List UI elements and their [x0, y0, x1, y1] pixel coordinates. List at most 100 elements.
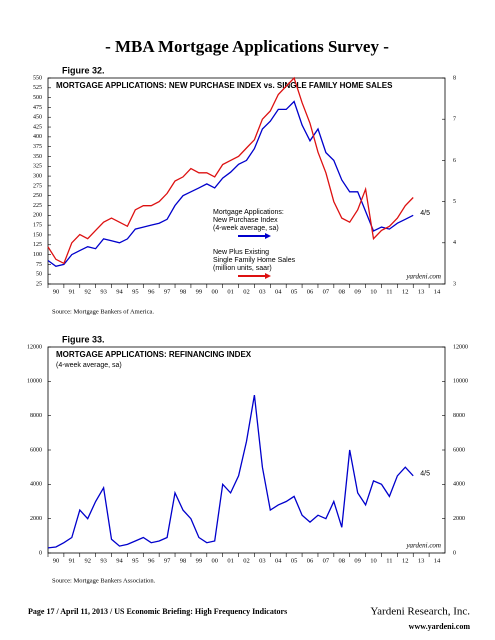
y-tick-label: 325	[33, 164, 42, 170]
y-tick-label: 425	[33, 124, 42, 130]
y-tick-label: 100	[33, 252, 42, 258]
x-tick-label: 05	[291, 288, 298, 295]
x-tick-label: 12	[402, 557, 409, 564]
x-tick-label: 90	[53, 557, 60, 564]
x-tick-label: 03	[259, 288, 266, 295]
x-tick-label: 05	[291, 557, 298, 564]
y-tick-label: 150	[33, 232, 42, 238]
x-tick-label: 09	[354, 557, 361, 564]
y-tick-label: 8000	[30, 413, 42, 419]
y-tick-label: 275	[33, 183, 42, 189]
x-tick-label: 92	[84, 557, 91, 564]
y-tick-label: 0	[39, 550, 42, 556]
y-tick-label: 12000	[27, 344, 42, 350]
x-tick-label: 13	[418, 288, 425, 295]
x-tick-label: 02	[243, 557, 250, 564]
footer-url: www.yardeni.com	[409, 622, 471, 631]
page-title: - MBA Mortgage Applications Survey -	[105, 37, 389, 56]
x-tick-label: 92	[84, 288, 91, 295]
series-line	[47, 76, 414, 265]
x-tick-label: 00	[211, 557, 218, 564]
y-tick-label: 375	[33, 144, 42, 150]
x-tick-label: 02	[243, 288, 250, 295]
y-tick-label: 125	[33, 242, 42, 248]
x-tick-label: 91	[69, 557, 76, 564]
x-tick-label: 10	[370, 288, 377, 295]
y-tick-label: 2000	[30, 516, 42, 522]
legend-text: (million units, saar)	[213, 265, 272, 272]
legend-arrow	[265, 273, 271, 279]
x-tick-label: 96	[148, 557, 155, 564]
y-tick-label: 550	[33, 75, 42, 81]
y-tick-label: 300	[33, 173, 42, 179]
legend-text: (4-week average, sa)	[213, 225, 279, 232]
series-line	[47, 100, 414, 268]
y-tick-label: 500	[33, 95, 42, 101]
x-tick-label: 01	[227, 557, 234, 564]
x-tick-label: 93	[100, 288, 107, 295]
figure-label: Figure 32.	[62, 65, 105, 75]
y2-tick-label: 0	[453, 550, 456, 556]
y2-tick-label: 2000	[453, 516, 465, 522]
chart-subtitle: (4-week average, sa)	[56, 362, 122, 369]
y2-tick-label: 8000	[453, 413, 465, 419]
legend-arrow	[265, 233, 271, 239]
x-tick-label: 12	[402, 288, 409, 295]
y-tick-label: 4000	[30, 482, 42, 488]
plot-frame	[47, 346, 446, 554]
x-tick-label: 07	[323, 288, 330, 295]
y-tick-label: 225	[33, 203, 42, 209]
x-tick-label: 04	[275, 557, 282, 564]
x-tick-label: 06	[307, 557, 314, 564]
x-tick-label: 93	[100, 557, 107, 564]
watermark: yardeni.com	[405, 542, 441, 550]
y-tick-label: 75	[36, 262, 42, 268]
source: Source: Mortgage Bankers of America.	[52, 308, 154, 315]
y2-tick-label: 12000	[453, 344, 468, 350]
y-tick-label: 525	[33, 85, 42, 91]
date-note: 4/5	[420, 471, 430, 478]
watermark: yardeni.com	[405, 273, 441, 281]
x-tick-label: 96	[148, 288, 155, 295]
x-tick-label: 01	[227, 288, 234, 295]
y-tick-label: 200	[33, 213, 42, 219]
legend-text: New Purchase Index	[213, 217, 278, 224]
y-tick-label: 175	[33, 223, 42, 229]
y-tick-label: 50	[36, 272, 42, 278]
x-tick-label: 94	[116, 288, 123, 295]
y2-tick-label: 6	[453, 158, 456, 164]
x-tick-label: 09	[354, 288, 361, 295]
y-tick-label: 250	[33, 193, 42, 199]
y-tick-label: 475	[33, 105, 42, 111]
x-tick-label: 08	[339, 557, 346, 564]
source: Source: Mortgage Bankers Association.	[52, 577, 156, 584]
x-tick-label: 06	[307, 288, 314, 295]
x-tick-label: 98	[180, 288, 187, 295]
figure-label: Figure 33.	[62, 334, 105, 344]
x-tick-label: 10	[370, 557, 377, 564]
y2-tick-label: 5	[453, 199, 456, 205]
plot-frame	[47, 77, 446, 285]
chart-title: MORTGAGE APPLICATIONS: REFINANCING INDEX	[56, 350, 252, 359]
x-tick-label: 99	[196, 557, 203, 564]
y-tick-label: 6000	[30, 447, 42, 453]
legend-text: Single Family Home Sales	[213, 257, 296, 264]
x-tick-label: 11	[386, 288, 392, 295]
y-tick-label: 25	[36, 281, 42, 287]
x-tick-label: 91	[69, 288, 76, 295]
x-tick-label: 00	[211, 288, 218, 295]
x-tick-label: 08	[339, 288, 346, 295]
y-tick-label: 350	[33, 154, 42, 160]
y2-tick-label: 4	[453, 240, 456, 246]
x-tick-label: 99	[196, 288, 203, 295]
x-tick-label: 14	[434, 288, 441, 295]
legend-text: New Plus Existing	[213, 249, 269, 256]
x-tick-label: 14	[434, 557, 441, 564]
footer-company: Yardeni Research, Inc.	[370, 606, 470, 618]
y2-tick-label: 6000	[453, 447, 465, 453]
series-line	[47, 394, 414, 549]
chart-title: MORTGAGE APPLICATIONS: NEW PURCHASE INDE…	[56, 81, 393, 90]
x-tick-label: 95	[132, 288, 139, 295]
date-note: 4/5	[420, 210, 430, 217]
